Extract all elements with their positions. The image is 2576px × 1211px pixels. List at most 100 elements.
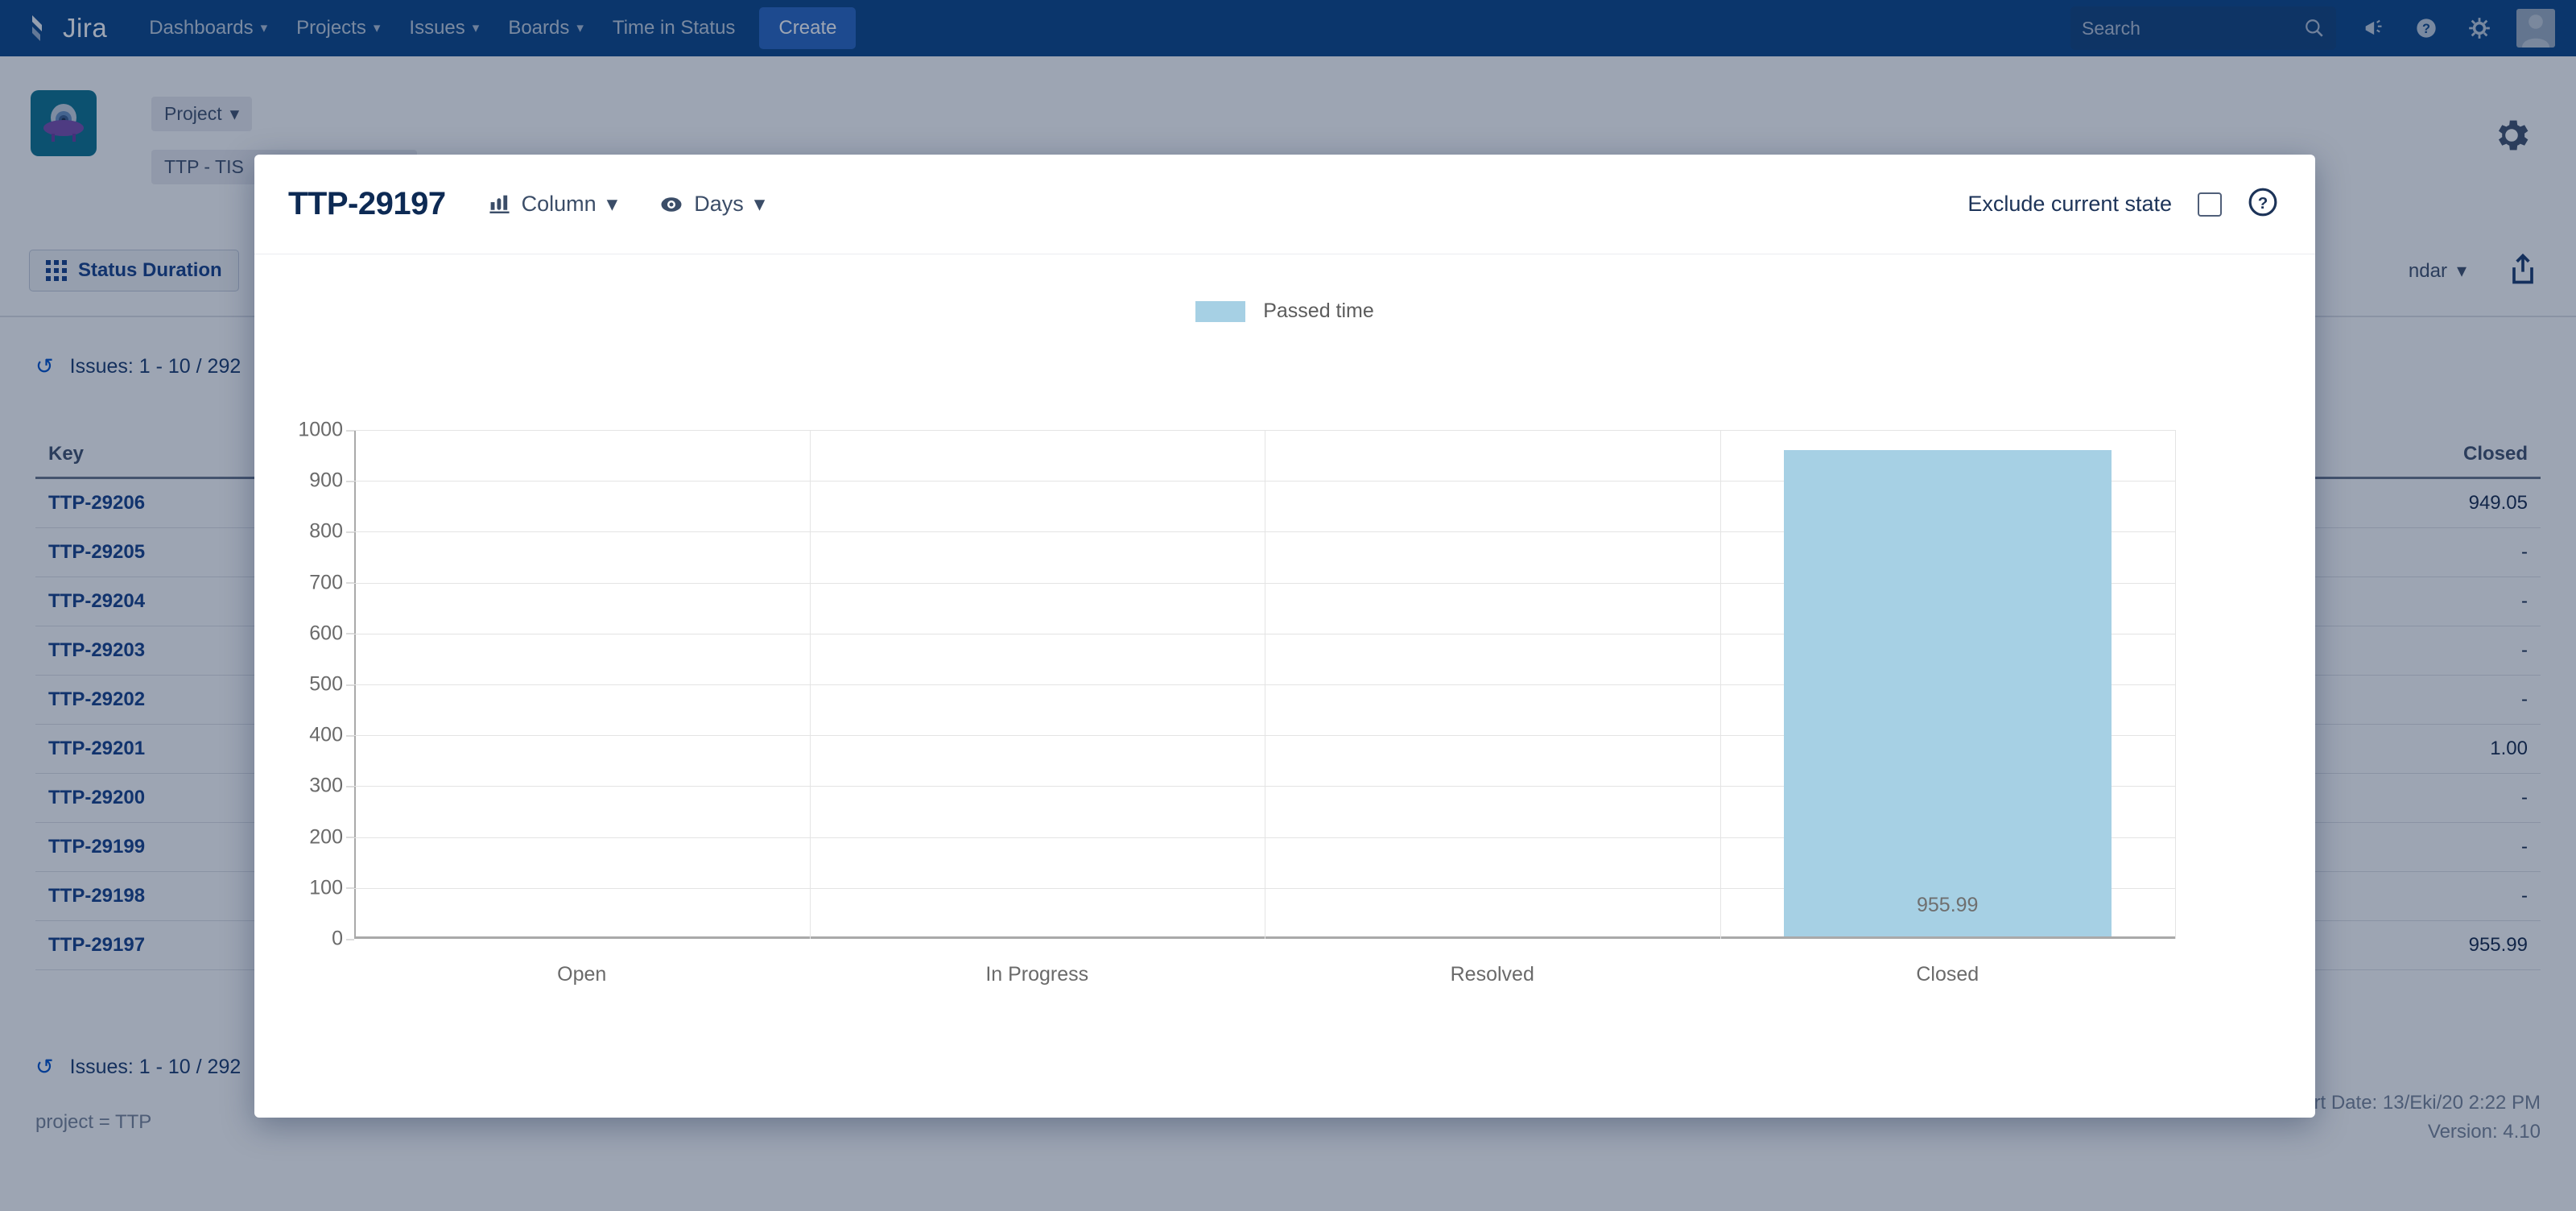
project-dropdown-label: Project xyxy=(164,103,222,124)
issue-key-link[interactable]: TTP-29201 xyxy=(48,738,146,759)
grid-icon xyxy=(46,260,67,281)
chart-container: Passed time 1000 900 800 700 600 500 400 300 200… xyxy=(254,254,2315,1116)
issue-key-link[interactable]: TTP-29202 xyxy=(48,688,146,710)
nav-label: Boards xyxy=(508,17,570,39)
eye-icon xyxy=(661,196,682,212)
export-button[interactable] xyxy=(2505,251,2541,291)
closed-duration-cell: 955.99 xyxy=(2468,934,2528,956)
x-axis-tick-label: Resolved xyxy=(1450,963,1534,986)
y-axis-tick-label: 600 xyxy=(309,622,354,645)
nav-label: Time in Status xyxy=(612,17,736,39)
project-name-label: TTP - TIS xyxy=(164,156,244,177)
help-button[interactable]: ? xyxy=(2248,187,2278,221)
nav-item-projects[interactable]: Projects ▾ xyxy=(282,9,394,48)
unit-dropdown[interactable]: Days ▾ xyxy=(659,192,765,217)
chevron-down-icon: ▾ xyxy=(576,20,584,35)
status-duration-chart-modal: TTP-29197 Column ▾ Days ▾ xyxy=(254,155,2315,1118)
create-button[interactable]: Create xyxy=(759,7,857,49)
search-input[interactable]: Search xyxy=(2070,6,2336,50)
help-icon[interactable]: ? xyxy=(2410,12,2442,44)
chevron-down-icon: ▾ xyxy=(472,20,480,35)
issue-key-link[interactable]: TTP-29206 xyxy=(48,492,146,514)
y-axis-tick-label: 500 xyxy=(309,672,354,696)
ufo-avatar-icon xyxy=(43,104,84,142)
calendar-dropdown-label: ndar xyxy=(2408,259,2447,282)
nav-label: Dashboards xyxy=(149,17,254,39)
issue-key-link[interactable]: TTP-29205 xyxy=(48,541,146,563)
closed-duration-cell: - xyxy=(2521,787,2528,808)
jira-logo-icon xyxy=(32,15,42,41)
bar-chart-icon xyxy=(489,195,510,213)
chevron-down-icon: ▾ xyxy=(753,192,766,216)
closed-duration-cell: - xyxy=(2521,885,2528,907)
issue-count-label: Issues: 1 - 10 / 292 xyxy=(69,1056,242,1078)
search-icon xyxy=(2306,19,2323,37)
modal-header: TTP-29197 Column ▾ Days ▾ xyxy=(254,155,2315,254)
report-tab-row: Status Duration xyxy=(29,250,239,291)
y-axis-tick-label: 0 xyxy=(332,927,354,950)
chevron-down-icon: ▾ xyxy=(606,192,618,216)
issue-key-link[interactable]: TTP-29199 xyxy=(48,836,146,858)
top-nav-right-group: Search ? xyxy=(2070,0,2555,56)
closed-duration-cell: 949.05 xyxy=(2468,492,2528,514)
modal-title: TTP-29197 xyxy=(288,186,446,221)
y-axis-tick-label: 300 xyxy=(309,774,354,797)
toolbar-right-group: ndar ▾ xyxy=(2409,251,2541,291)
search-placeholder: Search xyxy=(2082,17,2140,39)
report-version: Version: 4.10 xyxy=(2427,1121,2541,1143)
closed-duration-cell: - xyxy=(2521,590,2528,612)
question-circle-icon: ? xyxy=(2248,188,2277,217)
chart-bar[interactable]: 955.99 xyxy=(1783,449,2112,936)
calendar-dropdown[interactable]: ndar ▾ xyxy=(2409,259,2467,283)
exclude-current-state-checkbox[interactable] xyxy=(2198,192,2222,217)
closed-duration-cell: - xyxy=(2521,836,2528,858)
closed-duration-cell: - xyxy=(2521,688,2528,710)
nav-item-time-in-status[interactable]: Time in Status xyxy=(598,9,750,48)
chevron-down-icon: ▾ xyxy=(229,103,240,124)
y-axis-tick-label: 100 xyxy=(309,876,354,899)
nav-item-issues[interactable]: Issues ▾ xyxy=(394,9,493,48)
issue-key-link[interactable]: TTP-29203 xyxy=(48,639,146,661)
y-axis-tick-label: 700 xyxy=(309,571,354,594)
y-axis-tick-label: 400 xyxy=(309,723,354,746)
settings-icon[interactable] xyxy=(2463,12,2496,44)
svg-text:?: ? xyxy=(2422,22,2430,36)
nav-item-dashboards[interactable]: Dashboards ▾ xyxy=(134,9,282,48)
nav-label: Projects xyxy=(296,17,366,39)
refresh-icon[interactable]: ↺ xyxy=(35,1055,54,1079)
megaphone-icon[interactable] xyxy=(2357,12,2389,44)
project-dropdown[interactable]: Project ▾ xyxy=(151,97,253,131)
chart-legend: Passed time xyxy=(254,300,2315,323)
issue-key-link[interactable]: TTP-29200 xyxy=(48,787,146,808)
page-settings-button[interactable] xyxy=(2491,114,2533,160)
chevron-down-icon: ▾ xyxy=(260,20,268,35)
tab-status-duration[interactable]: Status Duration xyxy=(29,250,239,291)
chevron-down-icon: ▾ xyxy=(2456,260,2467,282)
project-avatar xyxy=(31,90,97,156)
issue-key-link[interactable]: TTP-29197 xyxy=(48,934,146,956)
share-export-icon xyxy=(2512,253,2533,284)
bar-value-label: 955.99 xyxy=(1917,894,1979,916)
column-header-closed: Closed xyxy=(2462,443,2528,465)
chart-type-dropdown[interactable]: Column ▾ xyxy=(488,192,618,217)
chart-plot-area: 1000 900 800 700 600 500 400 300 200 100 0 Open In P… xyxy=(298,419,2176,986)
jira-brand-text: Jira xyxy=(63,13,108,43)
issue-count-bottom: ↺ Issues: 1 - 10 / 292 xyxy=(35,1055,241,1080)
refresh-icon[interactable]: ↺ xyxy=(35,354,54,378)
x-axis-tick-label: Open xyxy=(557,963,607,986)
tab-label: Status Duration xyxy=(78,259,222,281)
closed-duration-cell: 1.00 xyxy=(2490,738,2528,759)
chart-type-label: Column xyxy=(521,192,597,216)
issue-key-link[interactable]: TTP-29204 xyxy=(48,590,146,612)
plot-right-border xyxy=(2175,430,2176,939)
avatar[interactable] xyxy=(2516,9,2555,48)
nav-item-boards[interactable]: Boards ▾ xyxy=(493,9,598,48)
svg-text:?: ? xyxy=(2258,194,2268,213)
category-separator xyxy=(809,430,811,939)
chevron-down-icon: ▾ xyxy=(373,20,381,35)
issue-count-label: Issues: 1 - 10 / 292 xyxy=(69,355,242,378)
closed-duration-cell: - xyxy=(2521,541,2528,563)
issue-key-link[interactable]: TTP-29198 xyxy=(48,885,146,907)
modal-header-right: Exclude current state ? xyxy=(1967,187,2278,221)
jira-logo[interactable]: Jira xyxy=(27,13,107,43)
